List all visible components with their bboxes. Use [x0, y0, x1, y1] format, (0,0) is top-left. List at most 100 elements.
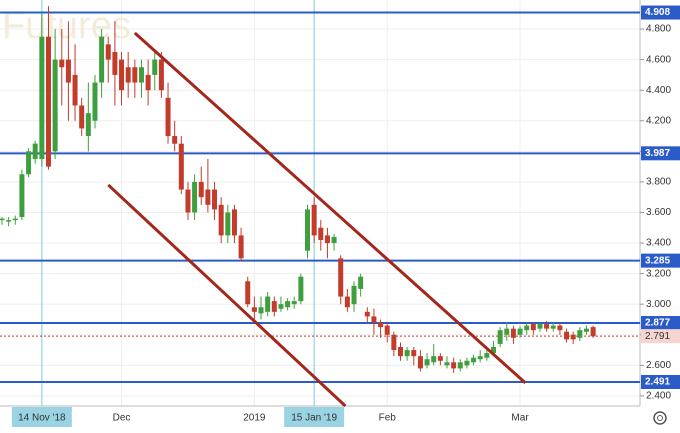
level-label-box [641, 253, 680, 268]
candle-body [544, 324, 550, 329]
candle-body [331, 236, 337, 244]
candle-body [225, 212, 231, 236]
candle-body [570, 334, 576, 340]
candle-body [72, 74, 78, 106]
last-price-box [641, 329, 680, 344]
candle-body [537, 324, 543, 329]
date-label-box [284, 407, 345, 427]
level-label: 2.491 [645, 377, 670, 388]
candle-body [105, 44, 111, 60]
y-tick-label: 4.600 [646, 54, 671, 65]
level-label-box [641, 146, 680, 161]
candle-body [564, 331, 570, 340]
candle-body [205, 189, 211, 205]
candle-body [145, 74, 151, 91]
candle-body [464, 360, 470, 366]
candle-body [417, 356, 423, 369]
y-tick-label: 3.800 [646, 177, 671, 188]
candle-body [92, 82, 98, 121]
candle-body [517, 328, 523, 335]
y-tick-label: 3.600 [646, 207, 671, 218]
level-label: 3.285 [645, 255, 670, 266]
candle-body [344, 296, 350, 308]
candle-body [12, 218, 18, 221]
candle-body [218, 204, 224, 236]
level-label-box [641, 5, 680, 20]
candle-body [0, 218, 5, 221]
candle-body [378, 322, 384, 328]
candle-body [178, 143, 184, 190]
candle-body [65, 59, 71, 83]
candle-body [305, 209, 311, 251]
candle-body [119, 59, 125, 91]
candle-body [404, 350, 410, 357]
candle-body [437, 356, 443, 361]
candle-body [557, 325, 563, 331]
candle-body [238, 235, 244, 259]
candle-body [590, 327, 596, 337]
settings-icon[interactable] [653, 411, 667, 425]
candle-body [504, 328, 510, 335]
y-tick-label: 2.600 [646, 360, 671, 371]
candle-body [298, 276, 304, 302]
x-tick-label: Mar [511, 413, 529, 424]
candle-body [278, 304, 284, 309]
x-tick-label: 14 Nov '18 [18, 413, 66, 424]
candle-body [152, 59, 158, 75]
candle-body [59, 59, 65, 68]
x-tick-label: 2019 [243, 413, 266, 424]
candle-body [6, 220, 12, 222]
level-label-box [641, 315, 680, 330]
candle-body [411, 350, 417, 357]
level-label: 4.908 [645, 7, 670, 18]
candle-body [251, 307, 257, 312]
candle-body [391, 334, 397, 351]
trend-line [107, 183, 347, 408]
candle-body [358, 276, 364, 289]
candle-body [19, 174, 25, 218]
candle-body [530, 324, 536, 331]
last-price-label: 2.791 [645, 331, 670, 342]
candle-body [484, 353, 490, 358]
candle-body [457, 362, 463, 369]
candle-body [45, 36, 51, 167]
candle-body [165, 97, 171, 137]
candle-body [424, 359, 430, 366]
y-tick-label: 4.200 [646, 115, 671, 126]
candle-body [212, 189, 218, 210]
candle-body [497, 330, 503, 344]
candle-body [99, 36, 105, 83]
candle-body [39, 36, 45, 159]
candle-body [198, 181, 204, 198]
candle-body [490, 346, 496, 354]
watermark: Futures [2, 5, 131, 47]
candle-body [583, 328, 589, 332]
candle-body [172, 136, 178, 144]
candle-body [451, 362, 457, 369]
candle-body [477, 356, 483, 360]
candle-body [52, 59, 58, 152]
y-tick-label: 2.400 [646, 391, 671, 402]
candle-body [245, 281, 251, 305]
level-label: 2.877 [645, 318, 670, 329]
y-tick-label: 4.800 [646, 24, 671, 35]
x-tick-label: Feb [379, 413, 397, 424]
x-tick-label: Dec [113, 413, 131, 424]
candle-body [351, 285, 357, 305]
candle-body [431, 356, 437, 363]
candle-body [26, 151, 32, 175]
candle-body [384, 325, 390, 335]
candle-body [311, 204, 317, 236]
candle-body [132, 67, 138, 83]
candle-body [397, 346, 403, 357]
candle-body [324, 235, 330, 244]
y-tick-label: 4.400 [646, 85, 671, 96]
candle-body [285, 301, 291, 308]
candle-body [524, 325, 530, 331]
y-tick-label: 3.400 [646, 238, 671, 249]
y-tick-label: 3.200 [646, 268, 671, 279]
candle-body [85, 113, 91, 137]
candle-body [444, 362, 450, 366]
candle-body [364, 311, 370, 317]
